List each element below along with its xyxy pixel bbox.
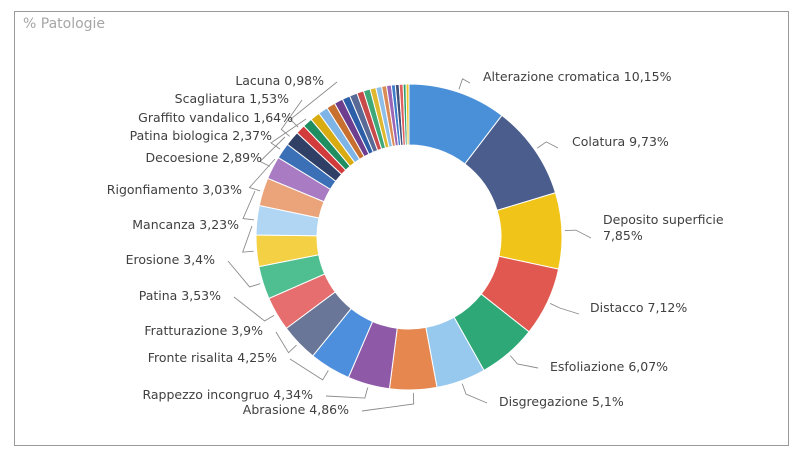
data-label-mancanza: Mancanza 3,23% xyxy=(132,217,239,232)
data-label-graffito-vandalico: Graffito vandalico 1,64% xyxy=(138,110,293,125)
slice-minor-36[interactable] xyxy=(405,83,410,146)
data-label-colatura: Colatura 9,73% xyxy=(572,134,669,149)
data-label-distacco: Distacco 7,12% xyxy=(590,300,687,315)
leader-line-distacco xyxy=(549,303,580,315)
data-label-alterazione-cromatica: Alterazione cromatica 10,15% xyxy=(483,69,672,84)
chart-card: % Patologie Alterazione cromatica 10,15%… xyxy=(14,11,789,446)
leader-line-patina-biologica xyxy=(259,136,286,167)
data-label-abrasione: Abrasione 4,86% xyxy=(243,402,349,417)
leader-line-colatura xyxy=(536,141,559,149)
leader-line-graffito-vandalico xyxy=(270,118,307,150)
data-label-disgregazione: Disgregazione 5,1% xyxy=(499,394,624,409)
data-label-scagliatura: Scagliatura 1,53% xyxy=(175,91,289,106)
data-label-patina: Patina 3,53% xyxy=(139,288,221,303)
donut-chart: Alterazione cromatica 10,15% Colatura 9,7… xyxy=(107,69,724,417)
data-label-lacuna: Lacuna 0,98% xyxy=(235,73,324,88)
data-label-erosione: Erosione 3,4% xyxy=(126,252,216,267)
leader-line-erosione xyxy=(227,260,261,288)
leader-line-fratturazione xyxy=(275,331,297,354)
data-label-decoesione: Decoesione 2,89% xyxy=(146,150,263,165)
leader-line-alterazione-cromatica xyxy=(458,78,471,90)
data-label-deposito-superficie: 7,85% xyxy=(603,228,643,243)
leader-line-deposito-superficie xyxy=(564,229,592,239)
leader-line-disgregazione xyxy=(461,383,488,404)
leader-line-fronte-risalita xyxy=(289,358,329,381)
leader-line-esfoliazione xyxy=(509,355,539,369)
data-label-fronte-risalita: Fronte risalita 4,25% xyxy=(148,350,277,365)
data-label-esfoliazione: Esfoliazione 6,07% xyxy=(550,359,668,374)
data-label-patina-biologica: Patina biologica 2,37% xyxy=(130,128,272,143)
leader-line-patina xyxy=(233,296,275,322)
chart-title: % Patologie xyxy=(23,16,106,32)
leader-line-decoesione xyxy=(248,158,276,192)
leader-line-abrasione xyxy=(361,392,415,412)
leader-line-rigonfiamento xyxy=(242,190,256,221)
leader-line-lacuna xyxy=(289,81,338,128)
leader-line-rappezzo-incongruo xyxy=(325,387,369,399)
data-label-rappezzo-incongruo: Rappezzo incongruo 4,34% xyxy=(142,387,313,402)
data-label-fratturazione: Fratturazione 3,9% xyxy=(144,323,263,338)
leader-line-mancanza xyxy=(242,225,254,253)
data-label-deposito-superficie: Deposito superficie xyxy=(603,212,724,227)
leader-line-scagliatura xyxy=(280,99,303,137)
data-label-rigonfiamento: Rigonfiamento 3,03% xyxy=(107,182,242,197)
